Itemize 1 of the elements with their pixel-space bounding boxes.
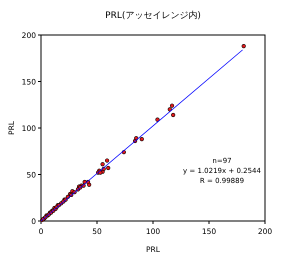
chart-title: PRL(アッセイレンジ内) [105,10,201,21]
